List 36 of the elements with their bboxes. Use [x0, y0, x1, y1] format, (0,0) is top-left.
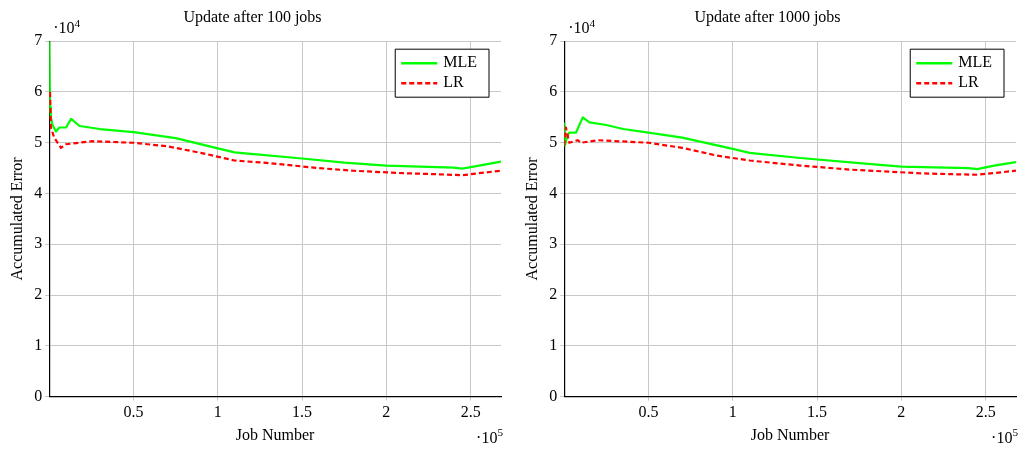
legend-label: LR	[958, 73, 979, 91]
x-tick-label: 1.5	[807, 403, 828, 421]
x-tick-label: 0.5	[123, 403, 144, 421]
y-tick-label: 6	[34, 82, 43, 100]
x-tick-label: 1	[213, 403, 222, 421]
x-axis-title: Job Number	[235, 425, 316, 443]
y-tick-label: 3	[549, 234, 558, 252]
y-tick-label: 5	[549, 132, 558, 150]
x-tick-label: 1.5	[292, 403, 313, 421]
chart-title: Update after 1000 jobs	[694, 7, 841, 26]
legend-label: MLE	[958, 53, 993, 71]
y-tick-label: 2	[34, 285, 43, 303]
y-axis-title: Accumulated Error	[7, 156, 25, 281]
x-tick-label: 1	[728, 403, 737, 421]
x-tick-label: 2	[897, 403, 906, 421]
y-tick-label: 2	[549, 285, 558, 303]
y-tick-label: 7	[34, 31, 43, 49]
chart-title: Update after 100 jobs	[183, 7, 322, 26]
y-tick-label: 0	[549, 386, 558, 404]
y-tick-label: 5	[34, 132, 43, 150]
y-tick-label: 3	[34, 234, 43, 252]
x-tick-label: 2.5	[460, 403, 481, 421]
y-axis-title: Accumulated Error	[522, 156, 540, 281]
y-tick-label: 4	[34, 183, 43, 201]
x-tick-label: 2.5	[975, 403, 996, 421]
y-tick-label: 7	[549, 31, 558, 49]
y-tick-label: 0	[34, 386, 43, 404]
x-tick-label: 2	[382, 403, 391, 421]
y-tick-label: 6	[549, 82, 558, 100]
y-tick-label: 4	[549, 183, 558, 201]
x-tick-label: 0.5	[638, 403, 659, 421]
y-tick-label: 1	[34, 336, 43, 354]
legend-label: MLE	[443, 53, 478, 71]
y-tick-label: 1	[549, 336, 558, 354]
legend-label: LR	[443, 73, 464, 91]
x-axis-title: Job Number	[750, 425, 831, 443]
